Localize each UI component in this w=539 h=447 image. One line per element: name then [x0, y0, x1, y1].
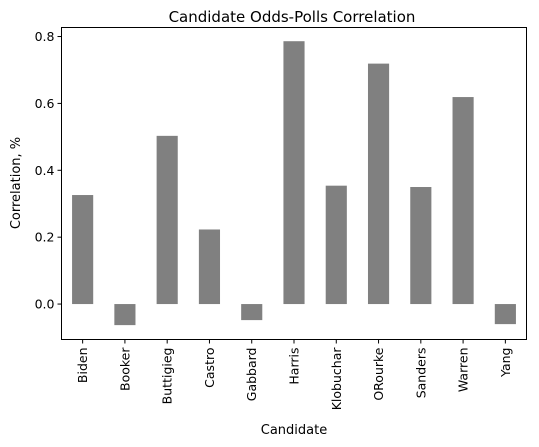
bar-booker	[114, 304, 136, 326]
bar-castro	[198, 229, 221, 305]
y-tick-label: 0.8	[35, 29, 55, 44]
y-tick-label: 0.4	[35, 163, 55, 178]
chart-title: Candidate Odds-Polls Correlation	[169, 8, 416, 26]
bar-buttigieg	[156, 135, 178, 305]
bar-gabbard	[241, 304, 263, 321]
x-tick-label: Sanders	[413, 348, 428, 399]
x-tick-label: Klobuchar	[329, 347, 344, 411]
bars-group	[72, 41, 516, 326]
plot-area-frame	[61, 27, 527, 340]
bar-yang	[494, 304, 516, 325]
x-tick-label: Booker	[117, 347, 132, 391]
bar-klobuchar	[325, 185, 347, 305]
x-tick-label: ORourke	[371, 347, 386, 400]
x-tick-label: Castro	[202, 348, 217, 388]
bar-harris	[283, 41, 305, 305]
x-axis-label: Candidate	[261, 423, 327, 438]
y-tick-label: 0.0	[35, 297, 55, 312]
y-tick-label: 0.6	[35, 96, 55, 111]
y-tick-label: 0.2	[35, 230, 55, 245]
bar-biden	[72, 195, 94, 305]
bar-sanders	[410, 187, 432, 305]
x-tick-label: Warren	[456, 348, 471, 393]
x-tick-label: Gabbard	[244, 348, 259, 402]
x-axis-ticks: Biden Booker Buttigieg Castro Gabbard Harris K…	[75, 339, 513, 411]
bar-warren	[452, 97, 474, 305]
x-tick-label: Biden	[75, 348, 90, 384]
y-axis-ticks: 0.0 0.2 0.4 0.6 0.8	[35, 29, 62, 312]
bar-orourke	[367, 63, 390, 305]
x-tick-label: Harris	[287, 348, 302, 385]
x-tick-label: Buttigieg	[160, 348, 175, 405]
x-tick-label: Yang	[498, 348, 513, 378]
y-axis-label: Correlation, %	[9, 137, 24, 229]
